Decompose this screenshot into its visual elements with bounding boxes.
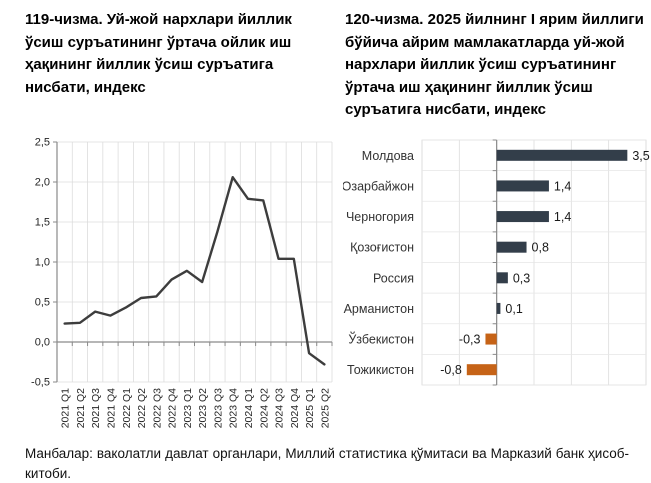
bar-Черногория: [496, 211, 549, 223]
y-tick-label: 1,5: [35, 217, 50, 229]
bar-Қозоғистон: [496, 241, 527, 253]
bar-Ўзбекистон: [485, 333, 497, 345]
y-tick-label: -0,5: [31, 377, 50, 389]
line-series: [63, 176, 326, 366]
x-tick-label: 2023 Q3: [212, 388, 224, 428]
x-tick-label: 2021 Q4: [105, 388, 117, 428]
bar-Россия: [496, 272, 508, 284]
bar-value-label: -0,8: [440, 363, 462, 377]
x-tick-label: 2022 Q2: [136, 388, 148, 428]
bar-value-label: 1,4: [554, 179, 571, 193]
bar-Молдова: [496, 149, 628, 161]
x-tick-label: 2021 Q3: [90, 388, 102, 428]
x-tick-label: 2023 Q4: [228, 388, 240, 428]
chart-119-title: 119-чизма. Уй-жой нархлари йиллик ўсиш с…: [25, 11, 292, 96]
bar-value-label: 0,8: [532, 241, 549, 255]
x-tick-label: 2024 Q3: [274, 388, 286, 428]
bar-category-label: Қозоғистон: [350, 241, 414, 255]
x-tick-label: 2024 Q2: [258, 388, 270, 428]
x-tick-label: 2022 Q4: [167, 388, 179, 428]
bar-Арманистон: [496, 302, 501, 314]
x-tick-label: 2025 Q2: [319, 388, 331, 428]
bar-value-label: 0,1: [505, 302, 522, 316]
x-tick-label: 2021 Q1: [60, 388, 72, 428]
bar-category-label: Черногория: [346, 210, 414, 224]
x-tick-label: 2024 Q4: [289, 388, 301, 428]
bar-value-label: -0,3: [459, 333, 481, 347]
bar-chart-svg: Молдова 3,5 Озарбайжон 1,4 Черногория 1,4 Қозо…: [342, 139, 650, 386]
chart-120-title: 120-чизма. 2025 йилнинг I ярим йиллиги б…: [345, 11, 644, 118]
bar-category-label: Озарбайжон: [343, 179, 414, 193]
bar-Тожикистон: [466, 364, 497, 376]
x-tick-label: 2021 Q2: [75, 388, 87, 428]
bar-category-label: Молдова: [362, 149, 414, 163]
bar-value-label: 3,5: [632, 149, 649, 163]
source-note: Манбалар: ваколатли давлат органлари, Ми…: [25, 446, 629, 481]
bar-value-label: 0,3: [513, 271, 530, 285]
x-tick-label: 2023 Q2: [197, 388, 209, 428]
bar-category-label: Ўзбекистон: [348, 332, 414, 347]
bar-value-label: 1,4: [554, 210, 571, 224]
x-tick-label: 2022 Q3: [151, 388, 163, 428]
bar-category-label: Тожикистон: [347, 363, 414, 377]
y-tick-label: 0,5: [35, 297, 50, 309]
bar-Озарбайжон: [496, 180, 549, 192]
bar-chart-120: Молдова 3,5 Озарбайжон 1,4 Черногория 1,4 Қозо…: [342, 136, 651, 388]
x-tick-label: 2023 Q1: [182, 388, 194, 428]
y-tick-label: 2,0: [35, 177, 50, 189]
x-tick-label: 2024 Q1: [243, 388, 255, 428]
y-tick-label: 2,5: [35, 137, 50, 149]
line-chart-119: 2,5 2,0 1,5 1,0 0,5 0,0 -0,5 2021 Q1 2021 Q2 2021…: [16, 134, 334, 442]
y-tick-label: 0,0: [35, 337, 50, 349]
bar-category-label: Россия: [373, 271, 414, 285]
bar-category-label: Арманистон: [344, 302, 415, 316]
x-tick-label: 2022 Q1: [121, 388, 133, 428]
y-tick-label: 1,0: [35, 257, 50, 269]
x-tick-label: 2025 Q1: [304, 388, 316, 428]
